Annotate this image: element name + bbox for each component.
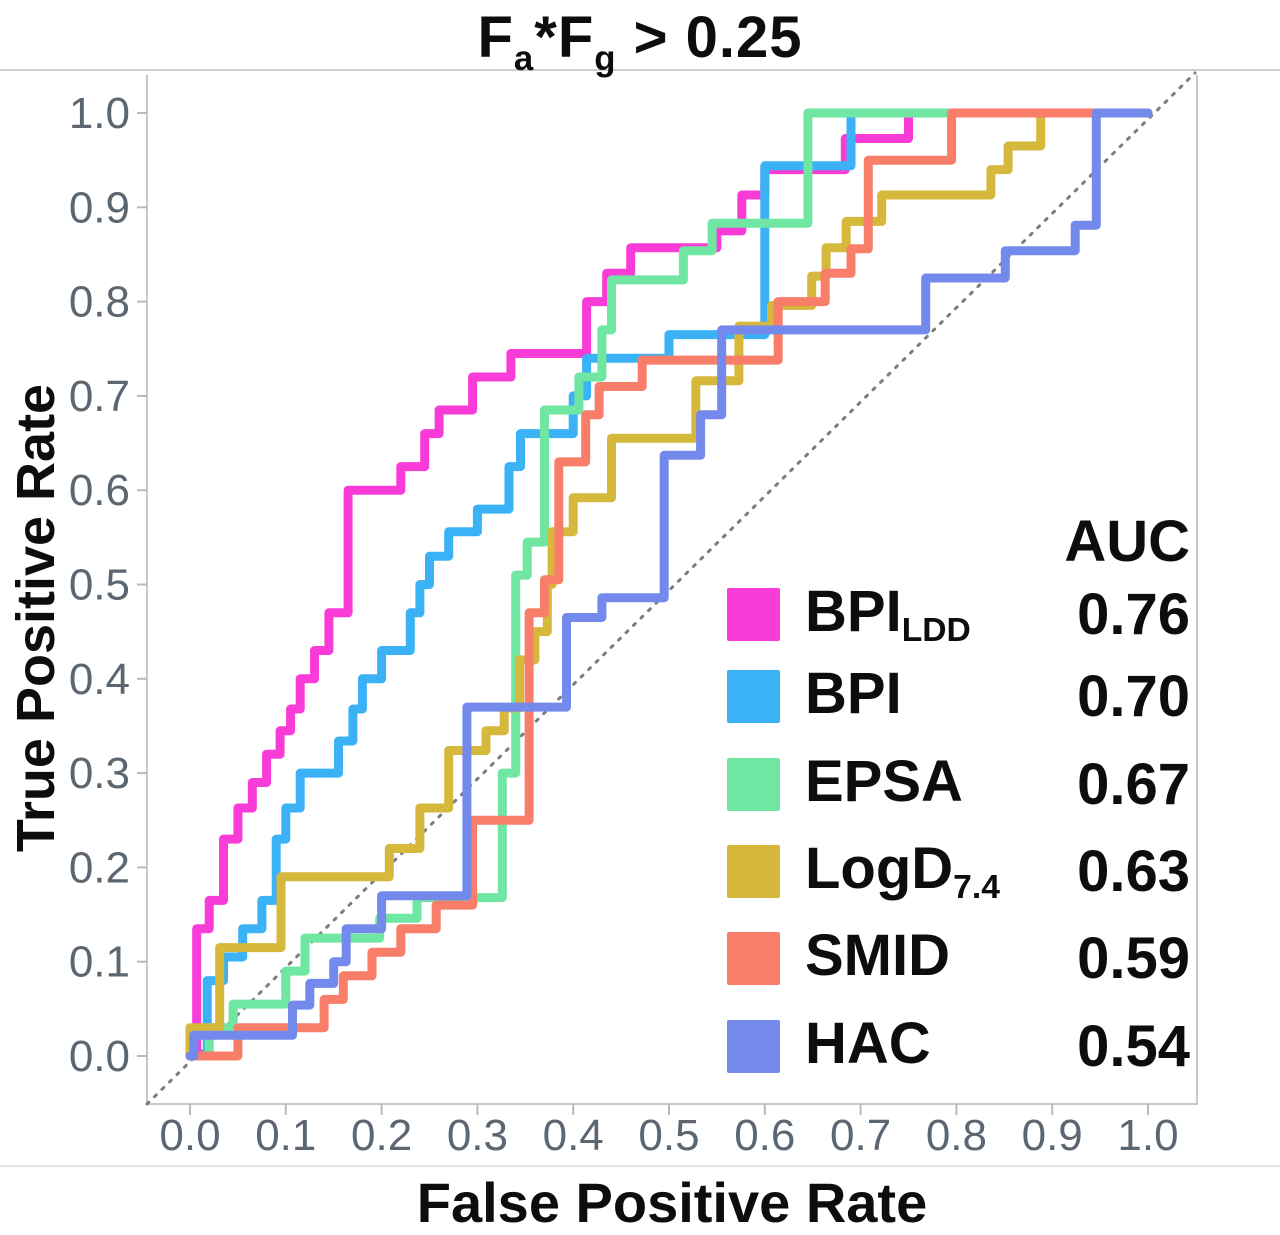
roc-curve-smid	[185, 108, 1153, 1061]
title-subscript: a	[513, 39, 535, 79]
legend-row-hac: HAC 0.54	[727, 1011, 1190, 1079]
legend-label: BPI	[805, 660, 902, 726]
title-part: *F	[534, 5, 595, 70]
x-tick-label: 0.5	[638, 1111, 699, 1160]
title-subscript: g	[594, 39, 617, 79]
x-tick-label: 0.4	[543, 1111, 604, 1160]
y-tick-label: 1.0	[69, 89, 130, 138]
legend-swatch-smid	[727, 931, 780, 985]
legend-row-epsa: EPSA 0.67	[727, 749, 1190, 817]
title-part: F	[477, 5, 514, 70]
legend-auc-value: 0.59	[1077, 925, 1190, 991]
legend-auc-value: 0.70	[1077, 663, 1190, 729]
y-tick-label: 0.0	[69, 1032, 130, 1081]
y-tick-label: 0.3	[69, 749, 130, 798]
y-axis-label: True Positive Rate	[6, 383, 66, 853]
legend-label: LogD7.4	[805, 835, 1000, 907]
title-part: > 0.25	[616, 5, 803, 70]
legend-auc-value: 0.54	[1077, 1013, 1190, 1079]
legend-auc-header: AUC	[1064, 509, 1190, 574]
x-tick-label: 0.8	[926, 1111, 987, 1160]
legend-auc-value: 0.76	[1077, 581, 1190, 647]
y-tick-label: 0.9	[69, 183, 130, 232]
legend-row-bpi-ldd: BPILDD 0.76	[727, 579, 1190, 649]
x-tick-label: 1.0	[1117, 1111, 1178, 1160]
legend-swatch-bpi-ldd	[727, 587, 780, 641]
y-tick-label: 0.2	[69, 843, 130, 892]
legend-label: SMID	[805, 922, 950, 988]
x-tick-label: 0.0	[159, 1111, 220, 1160]
x-tick-label: 0.3	[447, 1111, 508, 1160]
legend-auc-value: 0.63	[1077, 838, 1190, 904]
legend-auc-value: 0.67	[1077, 751, 1190, 817]
legend-swatch-hac	[727, 1019, 780, 1073]
x-tick-label: 0.2	[351, 1111, 412, 1160]
legend-row-logd: LogD7.4 0.63	[727, 836, 1190, 906]
legend-swatch-epsa	[727, 757, 780, 811]
x-tick-label: 0.9	[1022, 1111, 1083, 1160]
x-tick-label: 0.1	[255, 1111, 316, 1160]
y-tick-label: 0.7	[69, 372, 130, 421]
roc-curve-logd-7-4	[185, 108, 1153, 1061]
roc-curve-epsa	[185, 108, 1153, 1061]
y-tick-label: 0.1	[69, 938, 130, 987]
x-axis-label: False Positive Rate	[416, 1171, 928, 1234]
legend-label: HAC	[805, 1010, 931, 1076]
legend-label: BPILDD	[805, 578, 971, 650]
plot-frame	[146, 75, 1198, 1105]
roc-curve-bpi	[185, 108, 1153, 1061]
roc-curve-hac	[185, 108, 1153, 1061]
legend-row-bpi: BPI 0.70	[727, 661, 1190, 729]
chart-title: Fa*Fg > 0.25	[0, 4, 1280, 79]
y-tick-label: 0.8	[69, 278, 130, 327]
y-tick-label: 0.6	[69, 466, 130, 515]
chance-diagonal	[145, 71, 1197, 1106]
legend-row-smid: SMID 0.59	[727, 923, 1190, 991]
legend-swatch-logd	[727, 844, 780, 898]
roc-curve-bpi-ldd	[185, 108, 1153, 1061]
legend-swatch-bpi	[727, 669, 780, 723]
legend-label: EPSA	[805, 748, 963, 814]
x-tick-label: 0.7	[830, 1111, 891, 1160]
y-tick-label: 0.4	[69, 655, 130, 704]
y-tick-label: 0.5	[69, 561, 130, 610]
x-tick-label: 0.6	[734, 1111, 795, 1160]
